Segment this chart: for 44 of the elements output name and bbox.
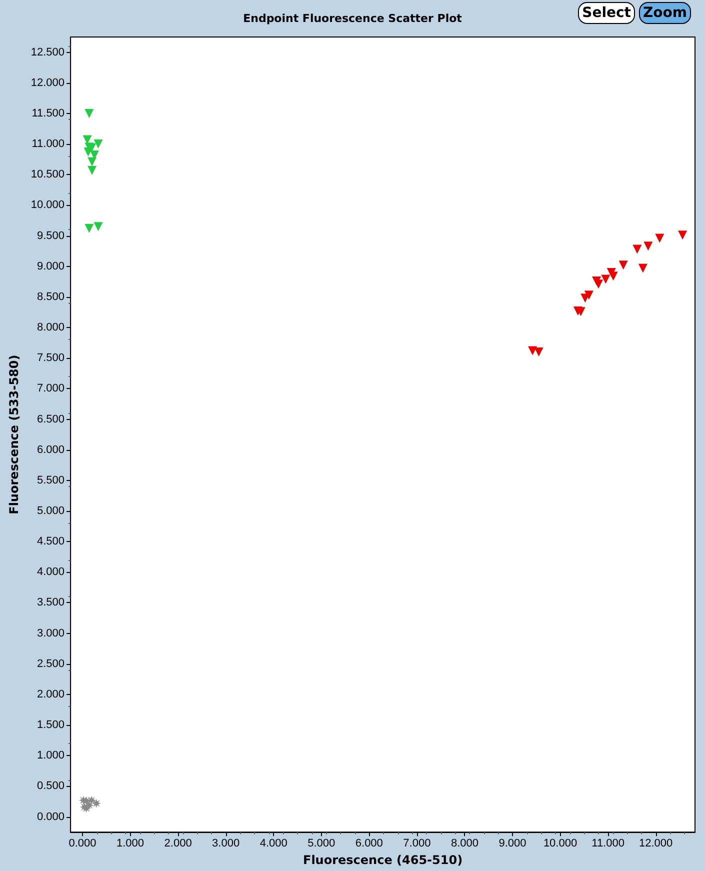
y-tick-label: 5.500 xyxy=(37,474,65,486)
y-tick-label: 12.000 xyxy=(30,76,65,89)
y-tick-label: 1.500 xyxy=(37,719,65,732)
y-tick-label: 9.500 xyxy=(37,230,65,242)
y-tick-label: 7.500 xyxy=(37,352,65,364)
y-tick-label: 11.500 xyxy=(32,107,65,120)
x-tick-label: 1.000 xyxy=(116,838,144,850)
y-tick-label: 0.000 xyxy=(37,810,65,823)
y-tick-label: 8.500 xyxy=(37,290,65,303)
y-tick-label: 7.000 xyxy=(37,382,65,395)
x-tick-label: 4.000 xyxy=(260,838,288,850)
y-tick-label: 12.500 xyxy=(30,46,65,58)
y-tick-label: 6.500 xyxy=(37,413,65,426)
x-tick-label: 5.000 xyxy=(308,838,336,850)
y-tick-label: 10.500 xyxy=(30,168,65,181)
y-tick-label: 3.000 xyxy=(37,627,65,640)
y-tick-label: 10.000 xyxy=(30,199,65,212)
text: Zoom xyxy=(639,2,691,24)
x-tick-label: 6.000 xyxy=(355,838,383,850)
y-tick-label: 1.000 xyxy=(37,750,65,762)
y-tick-label: 2.000 xyxy=(37,688,65,700)
y-tick-label: 6.000 xyxy=(37,444,65,456)
y-tick-label: 8.000 xyxy=(37,322,65,334)
x-axis-title: Fluorescence (465-510) xyxy=(302,853,463,867)
y-tick-label: 5.000 xyxy=(37,505,65,517)
y-tick-label: 4.000 xyxy=(37,566,65,578)
x-tick-label: 10.000 xyxy=(543,838,578,850)
y-tick-label: 11.000 xyxy=(32,138,65,150)
x-tick-label: 11.000 xyxy=(592,838,624,850)
x-tick-label: 7.000 xyxy=(403,838,431,850)
x-tick-label: 12.000 xyxy=(638,838,673,850)
text: Select xyxy=(578,2,636,24)
y-tick-label: 2.500 xyxy=(37,658,65,670)
y-tick-label: 3.500 xyxy=(37,596,65,609)
x-tick-label: 2.000 xyxy=(164,838,192,850)
y-tick-label: 4.500 xyxy=(37,536,65,548)
x-tick-label: 8.000 xyxy=(450,838,478,850)
y-tick-label: 0.500 xyxy=(37,780,65,792)
y-tick-label: 9.000 xyxy=(37,260,65,272)
chart-title: Endpoint Fluorescence Scatter Plot xyxy=(243,12,462,25)
x-tick-label: 0.000 xyxy=(68,838,96,850)
x-tick-label: 3.000 xyxy=(212,838,240,850)
y-axis-title: Fluorescence (533-580) xyxy=(7,354,21,514)
x-tick-label: 9.000 xyxy=(498,838,526,850)
